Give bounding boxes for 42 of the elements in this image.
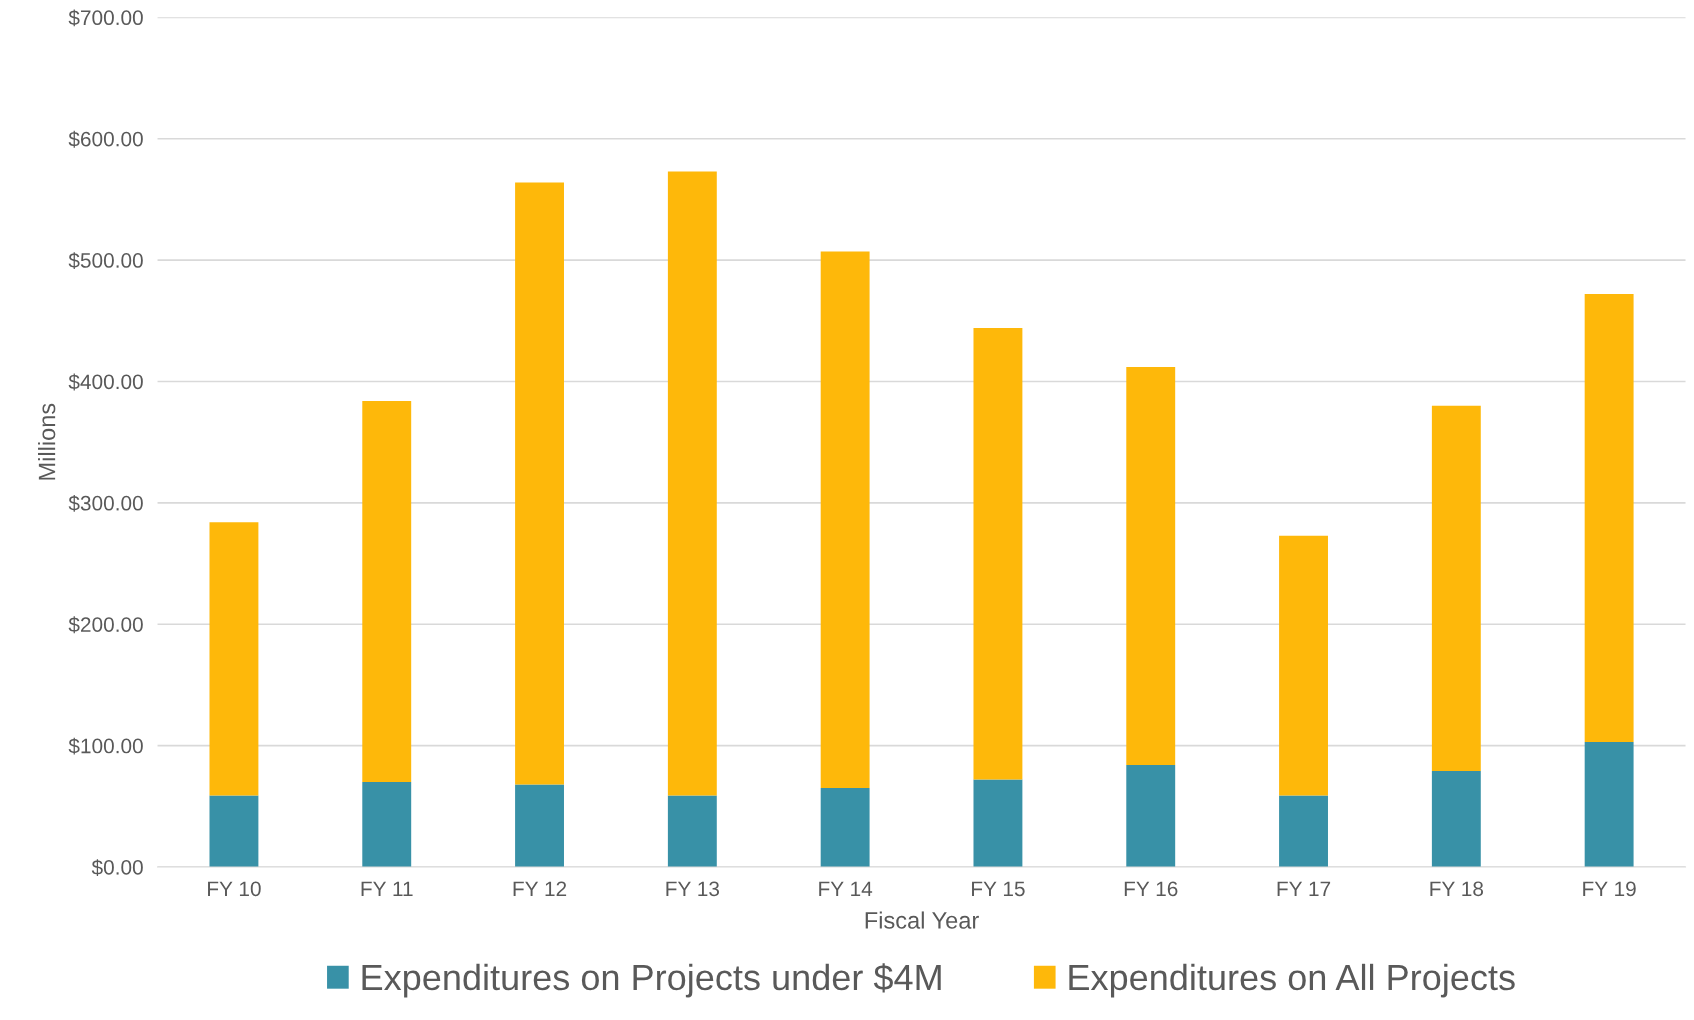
- bar: [362, 400, 412, 783]
- y-tick-label: $300.00: [68, 494, 143, 512]
- bar: [667, 795, 717, 867]
- bar: [1279, 795, 1328, 867]
- y-tick-label: $700.00: [68, 9, 143, 27]
- y-tick-label: $200.00: [68, 616, 143, 634]
- bar: [209, 522, 259, 796]
- bar: [209, 795, 259, 867]
- bar: [1126, 765, 1176, 867]
- y-axis-title: Millions: [38, 403, 56, 480]
- x-axis-title: Fiscal Year: [865, 911, 979, 929]
- y-tick-label: $500.00: [68, 252, 143, 270]
- x-tick-label: FY 11: [361, 881, 413, 896]
- legend-label: Expenditures on Projects under $4M: [362, 963, 941, 998]
- y-tick-label: $400.00: [68, 373, 143, 391]
- bar: [515, 182, 564, 785]
- x-tick-label: FY 18: [1430, 881, 1484, 897]
- y-tick-label: $100.00: [68, 737, 143, 755]
- x-tick-label: FY 10: [208, 881, 261, 897]
- x-tick-label: FY 13: [666, 881, 720, 897]
- bar: [362, 782, 412, 867]
- bar: [820, 251, 870, 789]
- bar: [1431, 771, 1481, 867]
- bar: [820, 788, 870, 867]
- bar: [1431, 405, 1481, 772]
- x-tick-label: FY 12: [513, 881, 567, 896]
- bar: [667, 171, 717, 796]
- bar: [1584, 741, 1634, 867]
- bar: [1584, 294, 1634, 742]
- bar: [1279, 535, 1328, 796]
- bar: [973, 328, 1023, 780]
- x-tick-label: FY 15: [972, 881, 1025, 897]
- x-tick-label: FY 16: [1124, 881, 1178, 897]
- bar: [515, 784, 564, 867]
- x-tick-label: FY 19: [1583, 881, 1636, 897]
- x-tick-label: FY 17: [1277, 881, 1331, 896]
- y-tick-label: $600.00: [68, 130, 143, 148]
- legend-label: Expenditures on All Projects: [1069, 963, 1515, 998]
- x-tick-label: FY 14: [819, 881, 873, 896]
- bar: [973, 779, 1023, 867]
- y-tick-label: $0.00: [91, 859, 143, 876]
- bar: [1126, 366, 1176, 766]
